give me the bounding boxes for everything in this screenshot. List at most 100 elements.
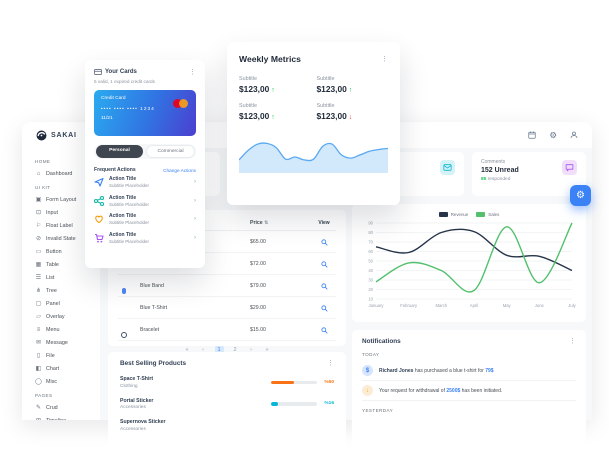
credit-card-number: •••• •••• •••• 1234: [101, 106, 155, 112]
svg-text:May: May: [503, 303, 512, 308]
page-button-›[interactable]: ›: [250, 347, 252, 353]
svg-text:March: March: [436, 303, 448, 308]
sidebar-item-file[interactable]: ▯ File: [35, 349, 100, 362]
progress-fill: [271, 402, 279, 406]
commercial-toggle-button[interactable]: Commercial: [146, 145, 195, 158]
kebab-menu-icon[interactable]: ⋮: [569, 338, 576, 345]
kebab-menu-icon[interactable]: ⋮: [189, 68, 196, 76]
sidebar-item-overlay[interactable]: ▱ Overlay: [35, 310, 100, 323]
view-cell: [312, 299, 336, 317]
svg-text:January: January: [369, 303, 385, 308]
share-icon: [94, 195, 104, 206]
user-icon[interactable]: [570, 131, 578, 139]
sidebar-item-float-label[interactable]: ⚐ Float Label: [35, 219, 100, 232]
sidebar-item-misc[interactable]: ◯ Misc: [35, 375, 100, 388]
sidebar-item-label: List: [46, 274, 55, 281]
tree-icon: ⋔: [35, 288, 42, 294]
brand-name: SAKAI: [51, 131, 77, 139]
page-button-‹[interactable]: ‹: [202, 347, 204, 353]
cart-icon: [94, 233, 104, 243]
sidebar-item-input[interactable]: ⊡ Input: [35, 206, 100, 219]
sidebar-item-tree[interactable]: ⋔ Tree: [35, 284, 100, 297]
gear-icon[interactable]: ⚙: [549, 129, 557, 140]
progress-track: [271, 402, 317, 406]
brand[interactable]: SAKAI: [36, 130, 77, 141]
search-icon[interactable]: [320, 260, 328, 268]
table-row: $65.00: [118, 231, 336, 253]
sidebar-item-timeline[interactable]: ⊞ Timeline: [35, 414, 100, 421]
table-row: Bracelet $15.00: [118, 319, 336, 341]
change-actions-link[interactable]: Change Actions: [163, 167, 196, 173]
svg-text:70: 70: [368, 240, 373, 245]
sidebar-item-table[interactable]: ▦ Table: [35, 258, 100, 271]
table-icon: ▦: [35, 262, 42, 268]
chevron-right-icon: ›: [194, 179, 196, 186]
search-icon[interactable]: [320, 304, 328, 312]
credit-card-visual[interactable]: Credit Card •••• •••• •••• 1234 11/21: [94, 89, 196, 136]
credit-card-icon: [94, 69, 102, 75]
frequent-action-item[interactable]: Action Title Subtitle Placeholder ›: [94, 210, 196, 229]
svg-text:July: July: [568, 303, 576, 308]
page-button-«[interactable]: «: [185, 347, 189, 353]
kebab-menu-icon[interactable]: ⋮: [381, 55, 388, 63]
svg-text:90: 90: [368, 221, 373, 226]
product-name-cell: Bracelet: [140, 326, 160, 333]
best-selling-card: Best Selling Products ⋮ Space T-Shirt Clo…: [108, 352, 346, 462]
sakai-logo-icon: [36, 130, 47, 140]
frequent-action-texts: Action Title Subtitle Placeholder: [109, 176, 189, 188]
legend-entry-sales: Sales: [476, 212, 499, 217]
page-button-»[interactable]: »: [265, 347, 269, 353]
personal-toggle-button[interactable]: Personal: [95, 145, 144, 158]
best-selling-item: Supernova Sticker Accessories: [120, 419, 334, 432]
sidebar-item-label: Input: [46, 209, 58, 216]
overlay-icon: ▱: [36, 314, 41, 320]
search-icon[interactable]: [320, 326, 328, 334]
weekly-metric: Subtitle $123,00 ↓: [317, 103, 389, 121]
search-icon[interactable]: [320, 238, 328, 246]
comments-sub-num: 85: [481, 177, 487, 182]
kebab-menu-icon[interactable]: ⋮: [327, 360, 334, 367]
sidebar-item-form-layout[interactable]: ▣ Form Layout: [35, 193, 100, 206]
svg-text:40: 40: [368, 268, 373, 273]
sidebar-item-menu[interactable]: ≡ Menu: [35, 323, 100, 336]
legend-label: Revenue: [450, 212, 469, 217]
search-icon[interactable]: [320, 282, 328, 290]
stat-card-comments: Comments 152 Unread 85 responded: [472, 152, 586, 196]
config-gear-button[interactable]: ⚙: [570, 185, 591, 206]
send-icon: [94, 177, 104, 187]
sidebar-item-crud[interactable]: ✎ Crud: [35, 401, 100, 414]
sidebar-item-label: Menu: [46, 326, 60, 333]
sidebar-item-label: Misc: [46, 378, 58, 385]
weekly-metric: Subtitle $123,00 ↑: [239, 103, 311, 121]
frequent-action-item[interactable]: Action Title Subtitle Placeholder ›: [94, 173, 196, 192]
sidebar-item-list[interactable]: ☰ List: [35, 271, 100, 284]
product-category: Accessories: [120, 426, 146, 432]
svg-text:February: February: [400, 303, 418, 308]
heart-icon: [94, 214, 104, 224]
best-selling-body: Space T-Shirt Clothing %50 Portal Sticker Ac…: [120, 376, 334, 432]
metric-value: $123,00 ↑: [239, 111, 275, 121]
sidebar-item-dashboard[interactable]: ⌂ Dashboard: [35, 167, 100, 180]
page-button-1[interactable]: 1: [214, 346, 224, 355]
sidebar-section-label: PAGES: [35, 393, 53, 398]
page-button-2[interactable]: 2: [233, 347, 237, 353]
product-price-cell: $65.00: [250, 238, 266, 245]
svg-text:30: 30: [368, 278, 373, 283]
price-header[interactable]: Price ⇅: [250, 220, 269, 226]
frequent-action-item[interactable]: Action Title Subtitle Placeholder ›: [94, 192, 196, 211]
svg-text:80: 80: [368, 230, 373, 235]
sidebar-item-button[interactable]: ▭ Button: [35, 245, 100, 258]
notification-item: ↓ Your request for withdrawal of 2500$ ha…: [362, 381, 576, 401]
comments-sub-text: responded: [487, 177, 511, 182]
legend-color-box: [438, 212, 448, 217]
sidebar-item-message[interactable]: ✉ Message: [35, 336, 100, 349]
sidebar-item-invalid-state[interactable]: ⊘ Invalid State: [35, 232, 100, 245]
sidebar-item-panel[interactable]: ▢ Panel: [35, 297, 100, 310]
sort-icon[interactable]: ⇅: [264, 220, 269, 226]
float-label-icon: ⚐: [35, 223, 42, 229]
svg-text:60: 60: [368, 249, 373, 254]
sidebar-item-chart[interactable]: ◧ Chart: [35, 362, 100, 375]
calendar-icon[interactable]: [528, 131, 536, 139]
frequent-action-item[interactable]: Action Title Subtitle Placeholder ›: [94, 229, 196, 248]
pagination: « ‹ 1 2 › »: [118, 341, 336, 355]
